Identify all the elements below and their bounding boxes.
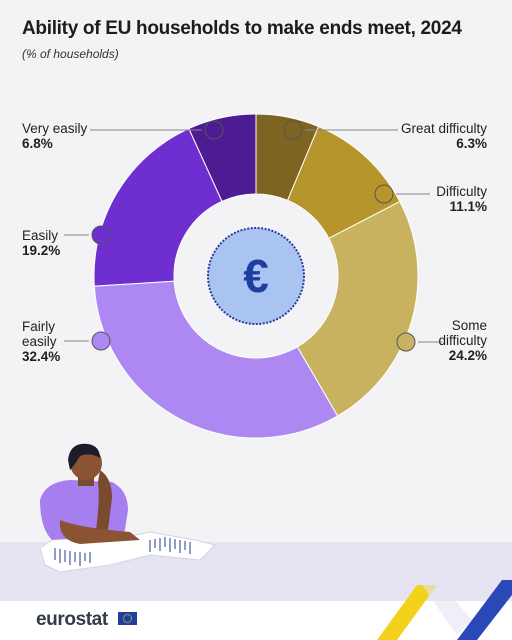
eurostat-logo: eurostat bbox=[36, 609, 108, 630]
donut-slice-5 bbox=[188, 113, 257, 203]
category-label-5: Very easily bbox=[22, 121, 88, 136]
chart-subtitle: (% of households) bbox=[22, 47, 119, 61]
slice-marker-2 bbox=[396, 332, 416, 352]
category-label-3: easily bbox=[22, 334, 57, 349]
value-label-5: 6.8% bbox=[22, 136, 53, 151]
value-label-0: 6.3% bbox=[456, 136, 487, 151]
category-label-2: difficulty bbox=[438, 333, 487, 348]
slice-marker-5 bbox=[204, 120, 224, 140]
eu-flag-icon bbox=[118, 612, 137, 625]
value-label-3: 32.4% bbox=[22, 349, 60, 364]
slice-marker-4 bbox=[91, 225, 111, 245]
value-label-1: 11.1% bbox=[449, 199, 487, 214]
euro-coin-face bbox=[214, 234, 298, 318]
footer bbox=[0, 601, 512, 640]
value-label-2: 24.2% bbox=[449, 348, 487, 363]
euro-coin-icon: € bbox=[243, 250, 269, 302]
value-label-4: 19.2% bbox=[22, 243, 60, 258]
donut-slice-3 bbox=[93, 280, 339, 439]
category-label-4: Easily bbox=[22, 228, 58, 243]
category-label-0: Great difficulty bbox=[401, 121, 487, 136]
category-label-1: Difficulty bbox=[436, 184, 487, 199]
chart-title: Ability of EU households to make ends me… bbox=[22, 18, 462, 39]
category-label-3: Fairly bbox=[22, 319, 55, 334]
slice-marker-0 bbox=[283, 120, 303, 140]
category-label-2: Some bbox=[452, 318, 487, 333]
donut-slice-2 bbox=[296, 200, 419, 417]
decorative-stripes bbox=[377, 580, 512, 640]
slice-marker-1 bbox=[374, 184, 394, 204]
slice-marker-3 bbox=[91, 331, 111, 351]
